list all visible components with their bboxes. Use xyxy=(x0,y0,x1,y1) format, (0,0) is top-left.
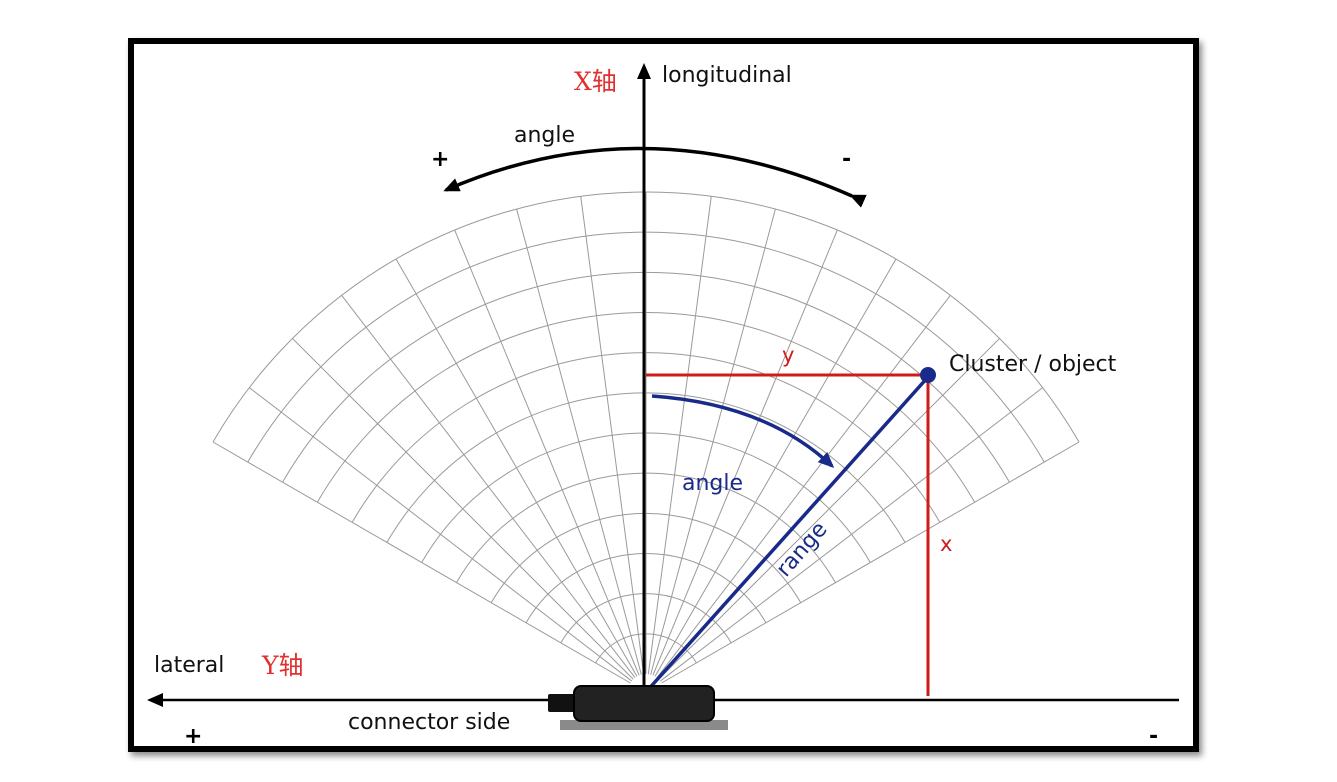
y-axis-cn-label: Y轴 xyxy=(261,651,304,680)
sensor-body xyxy=(573,685,715,722)
cluster-object-label: Cluster / object xyxy=(949,352,1117,377)
angle-top-label: angle xyxy=(514,123,575,148)
longitudinal-label: longitudinal xyxy=(662,63,792,88)
radar-sensor xyxy=(548,685,728,730)
grid-arc xyxy=(247,231,1045,463)
x-label: x xyxy=(940,532,952,556)
grid-arc xyxy=(525,552,767,624)
range-line xyxy=(644,375,930,694)
plus-bottom-sign: + xyxy=(184,724,202,746)
angle-inner-label: angle xyxy=(682,471,743,496)
minus-top-sign: - xyxy=(842,147,851,172)
radar-coordinate-diagram: X轴 longitudinal angle + - y Cluster / ob… xyxy=(147,63,1179,746)
diagram-frame: X轴 longitudinal angle + - y Cluster / ob… xyxy=(128,38,1199,752)
minus-bottom-sign: - xyxy=(1149,724,1158,746)
plus-top-sign: + xyxy=(431,147,449,172)
angle-arc xyxy=(651,394,835,469)
sensor-connector xyxy=(548,694,576,712)
field-of-view-grid xyxy=(212,191,1080,684)
grid-arc xyxy=(560,593,732,644)
y-label: y xyxy=(782,343,794,367)
sensor-base xyxy=(560,720,728,730)
angle-direction-arc xyxy=(443,146,867,208)
grid-arc xyxy=(595,633,697,664)
cluster-object-point xyxy=(920,367,936,383)
lateral-label: lateral xyxy=(154,653,224,678)
x-axis-cn-label: X轴 xyxy=(574,67,617,96)
grid-radial-line xyxy=(212,441,631,684)
connector-side-label: connector side xyxy=(348,710,510,735)
